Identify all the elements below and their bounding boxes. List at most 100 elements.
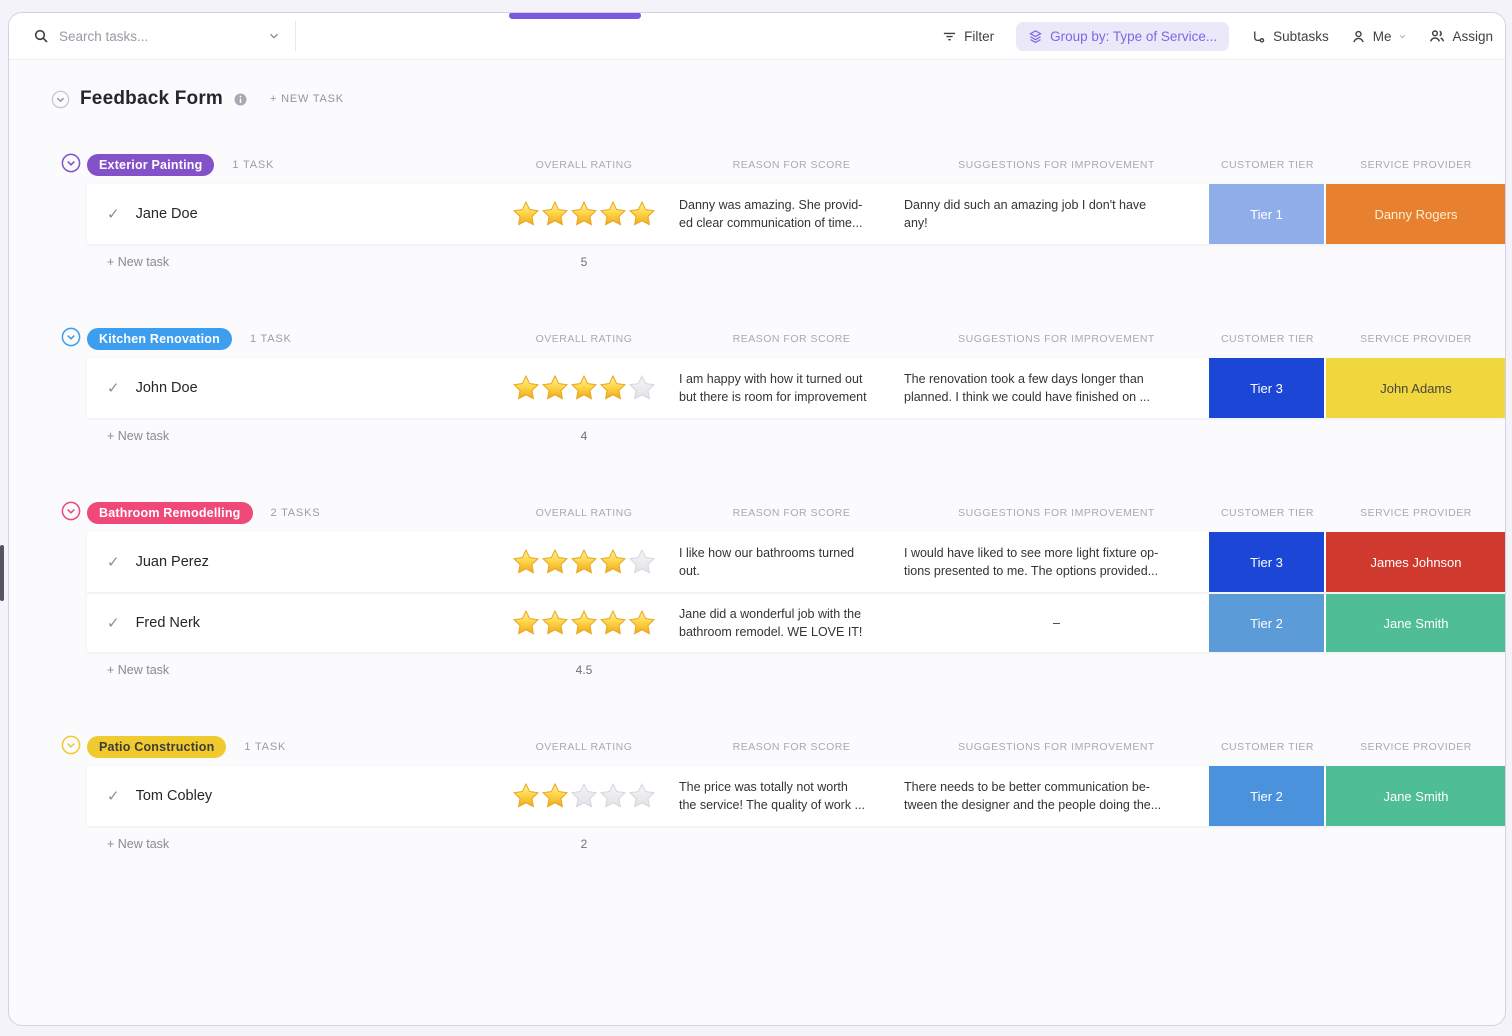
table-row[interactable]: ✓ Fred Nerk Jane did a wonderful job with … <box>87 592 1505 652</box>
me-label: Me <box>1372 28 1392 44</box>
task-name-cell[interactable]: ✓ Fred Nerk <box>87 594 489 652</box>
add-new-task-button[interactable]: + New task <box>107 837 170 851</box>
star-empty-icon[interactable] <box>628 374 656 402</box>
star-filled-icon[interactable] <box>512 374 540 402</box>
new-task-top-button[interactable]: + NEW TASK <box>270 93 344 105</box>
rating-cell[interactable] <box>489 358 679 418</box>
star-filled-icon[interactable] <box>628 200 656 228</box>
star-filled-icon[interactable] <box>512 200 540 228</box>
task-name-cell[interactable]: ✓ John Doe <box>87 358 489 418</box>
group-task-count: 2 TASKS <box>270 507 321 519</box>
check-icon: ✓ <box>107 554 120 571</box>
chevron-down-icon <box>1398 32 1407 41</box>
add-new-task-button[interactable]: + New task <box>107 255 170 269</box>
star-filled-icon[interactable] <box>570 374 598 402</box>
customer-tier-cell[interactable]: Tier 3 <box>1209 358 1326 418</box>
star-filled-icon[interactable] <box>512 609 540 637</box>
star-filled-icon[interactable] <box>599 374 627 402</box>
add-new-task-button[interactable]: + New task <box>107 663 170 677</box>
reason-cell[interactable]: Danny was amazing. She provid- ed clear … <box>679 197 863 230</box>
group-header: Bathroom Remodelling 2 TASKS OVERALL RATIN… <box>87 500 1505 526</box>
group-badge[interactable]: Kitchen Renovation <box>87 328 232 350</box>
customer-tier-cell[interactable]: Tier 2 <box>1209 766 1326 826</box>
star-empty-icon[interactable] <box>628 782 656 810</box>
collapse-group-icon[interactable] <box>61 327 81 347</box>
chevron-down-icon[interactable] <box>267 29 281 43</box>
customer-tier-cell[interactable]: Tier 2 <box>1209 594 1326 652</box>
table-row[interactable]: ✓ Juan Perez I like how our bathrooms turn… <box>87 532 1505 592</box>
column-header: REASON FOR SCORE <box>732 507 851 519</box>
group-badge[interactable]: Bathroom Remodelling <box>87 502 253 524</box>
task-name-cell[interactable]: ✓ Jane Doe <box>87 184 489 244</box>
rating-cell[interactable] <box>489 184 679 244</box>
suggestion-cell[interactable]: – <box>1053 615 1060 630</box>
reason-cell[interactable]: The price was totally not worth the serv… <box>679 779 865 812</box>
reason-cell[interactable]: I am happy with how it turned out but th… <box>679 371 867 404</box>
subtasks-button[interactable]: Subtasks <box>1251 29 1329 44</box>
suggestion-cell[interactable]: There needs to be better communication b… <box>904 779 1162 812</box>
customer-tier-cell[interactable]: Tier 1 <box>1209 184 1326 244</box>
star-filled-icon[interactable] <box>541 374 569 402</box>
me-button[interactable]: Me <box>1351 29 1408 44</box>
star-filled-icon[interactable] <box>541 200 569 228</box>
task-name-cell[interactable]: ✓ Juan Perez <box>87 532 489 592</box>
collapse-group-icon[interactable] <box>61 153 81 173</box>
info-icon[interactable] <box>233 92 248 107</box>
service-provider-cell[interactable]: John Adams <box>1326 358 1505 418</box>
task-group: Bathroom Remodelling 2 TASKS OVERALL RATIN… <box>9 500 1505 688</box>
service-provider-cell[interactable]: Jane Smith <box>1326 594 1505 652</box>
task-group: Patio Construction 1 TASK OVERALL RATING RE… <box>9 734 1505 862</box>
task-name: Juan Perez <box>135 554 209 570</box>
search-input[interactable] <box>59 28 257 44</box>
rating-cell[interactable] <box>489 532 679 592</box>
star-filled-icon[interactable] <box>570 548 598 576</box>
table-row[interactable]: ✓ Tom Cobley The price was totally not wor… <box>87 766 1505 826</box>
star-empty-icon[interactable] <box>570 782 598 810</box>
group-badge[interactable]: Exterior Painting <box>87 154 215 176</box>
group-by-button[interactable]: Group by: Type of Service... <box>1016 21 1230 51</box>
group-badge[interactable]: Patio Construction <box>87 736 227 758</box>
service-provider-cell[interactable]: Danny Rogers <box>1326 184 1505 244</box>
task-group: Exterior Painting 1 TASK OVERALL RATING REA… <box>9 152 1505 280</box>
table-row[interactable]: ✓ John Doe I am happy with how it turned o… <box>87 358 1505 418</box>
service-provider-cell[interactable]: James Johnson <box>1326 532 1505 592</box>
collapse-group-icon[interactable] <box>61 501 81 521</box>
collapse-list-icon[interactable] <box>51 90 70 109</box>
star-filled-icon[interactable] <box>599 200 627 228</box>
filter-button[interactable]: Filter <box>942 29 994 44</box>
rating-cell[interactable] <box>489 766 679 826</box>
star-empty-icon[interactable] <box>628 548 656 576</box>
star-filled-icon[interactable] <box>570 200 598 228</box>
rating-cell[interactable] <box>489 594 679 652</box>
star-filled-icon[interactable] <box>512 782 540 810</box>
star-filled-icon[interactable] <box>599 609 627 637</box>
assign-button[interactable]: Assign <box>1429 28 1493 44</box>
reason-cell[interactable]: I like how our bathrooms turned out. <box>679 545 855 578</box>
suggestion-cell[interactable]: The renovation took a few days longer th… <box>904 371 1150 404</box>
task-name: John Doe <box>135 380 198 396</box>
column-header: SUGGESTIONS FOR IMPROVEMENT <box>958 159 1155 171</box>
star-filled-icon[interactable] <box>541 782 569 810</box>
rating-sum: 4.5 <box>575 663 593 677</box>
star-filled-icon[interactable] <box>628 609 656 637</box>
task-name-cell[interactable]: ✓ Tom Cobley <box>87 766 489 826</box>
star-filled-icon[interactable] <box>599 548 627 576</box>
suggestion-cell[interactable]: Danny did such an amazing job I don't ha… <box>904 197 1147 230</box>
suggestion-cell[interactable]: I would have liked to see more light fix… <box>904 545 1159 578</box>
star-filled-icon[interactable] <box>541 609 569 637</box>
star-filled-icon[interactable] <box>570 609 598 637</box>
customer-tier-cell[interactable]: Tier 3 <box>1209 532 1326 592</box>
table-row[interactable]: ✓ Jane Doe Danny was amazing. She provid- … <box>87 184 1505 244</box>
check-icon: ✓ <box>107 380 120 397</box>
scrollbar-thumb[interactable] <box>0 545 4 601</box>
reason-cell[interactable]: Jane did a wonderful job with the bathro… <box>679 606 863 639</box>
star-empty-icon[interactable] <box>599 782 627 810</box>
search-box[interactable] <box>33 28 281 44</box>
group-header: Patio Construction 1 TASK OVERALL RATING RE… <box>87 734 1505 760</box>
collapse-group-icon[interactable] <box>61 735 81 755</box>
star-filled-icon[interactable] <box>512 548 540 576</box>
filter-icon <box>942 29 957 44</box>
add-new-task-button[interactable]: + New task <box>107 429 170 443</box>
star-filled-icon[interactable] <box>541 548 569 576</box>
service-provider-cell[interactable]: Jane Smith <box>1326 766 1505 826</box>
